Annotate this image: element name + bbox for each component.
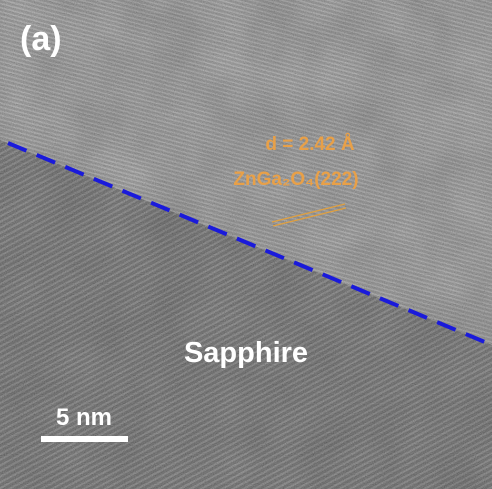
d-spacing-label: d = 2.42 Å: [265, 134, 355, 155]
scale-bar-label: 5 nm: [56, 404, 112, 431]
substrate-label: Sapphire: [184, 337, 308, 369]
scale-bar: [41, 436, 128, 442]
hrtem-image: (a) d = 2.42 Å ZnGa₂O₄(222) Sapphire 5 n…: [0, 0, 492, 489]
panel-label: (a): [20, 20, 62, 58]
page: (a) d = 2.42 Å ZnGa₂O₄(222) Sapphire 5 n…: [0, 0, 492, 489]
plane-label: ZnGa₂O₄(222): [233, 169, 358, 190]
